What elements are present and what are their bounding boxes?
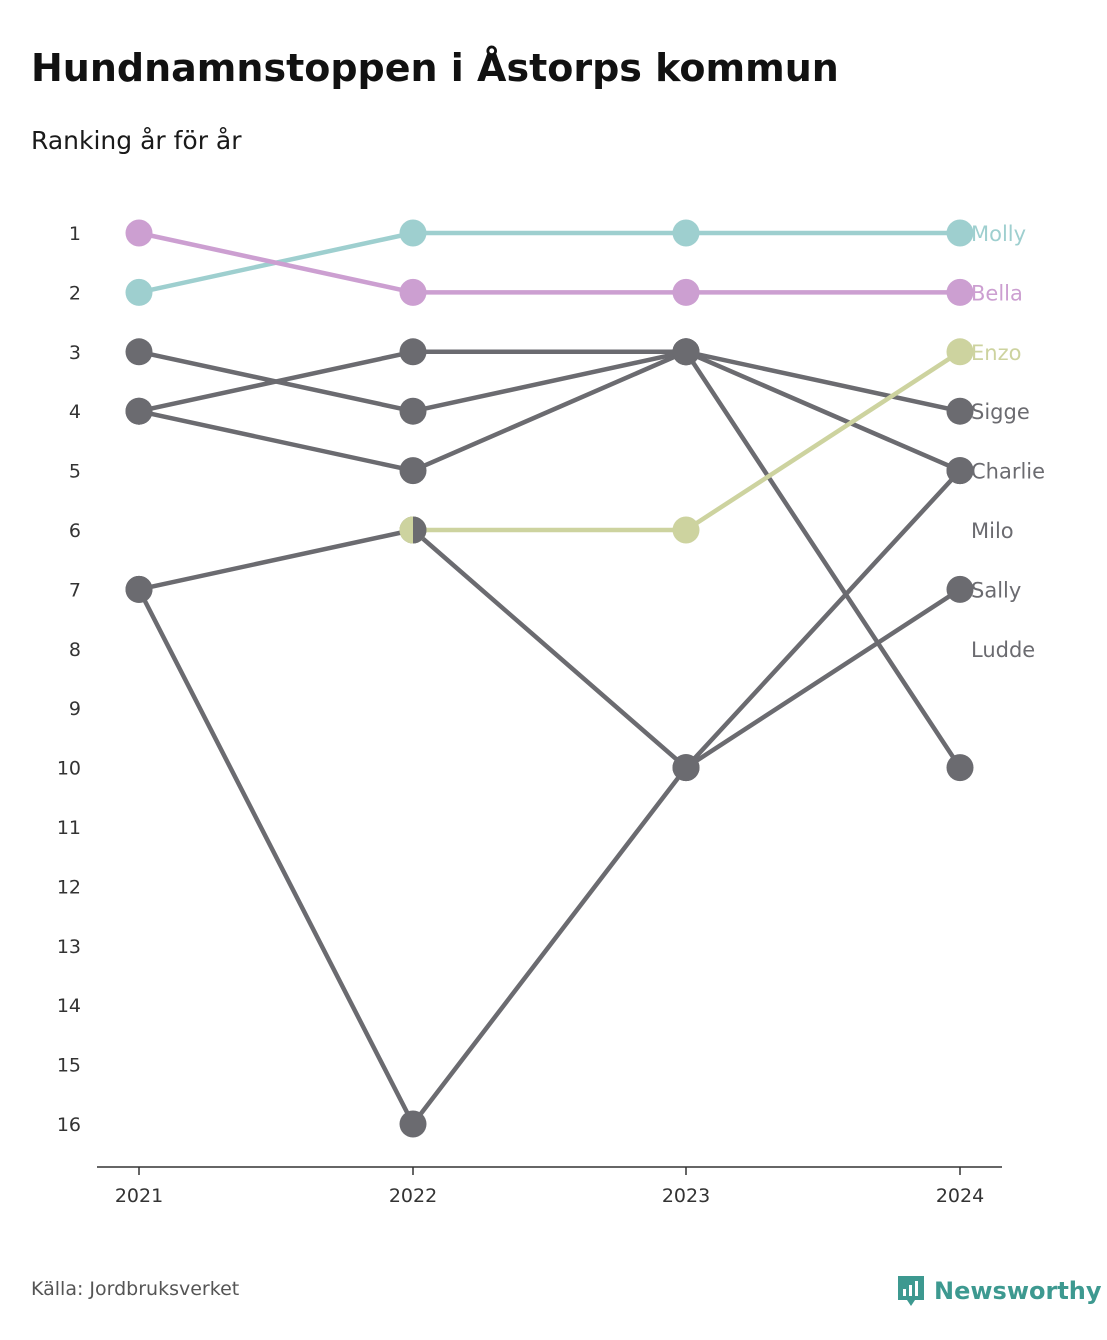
y-tick-label: 10 (57, 758, 81, 780)
point-overlap-half-gray (413, 516, 427, 544)
newsworthy-logo-icon (898, 1276, 924, 1306)
x-tick-label: 2021 (115, 1185, 163, 1207)
point-bella-2023 (672, 278, 700, 306)
y-tick-label: 11 (57, 817, 81, 839)
point-enzo-2023 (672, 516, 700, 544)
series-label-milo: Milo (971, 519, 1014, 543)
y-tick-label: 6 (69, 520, 81, 542)
point-ludde-2024 (946, 457, 974, 485)
y-tick-label: 13 (57, 936, 81, 958)
series-line-milo (136, 349, 963, 770)
x-tick-label: 2024 (936, 1185, 984, 1207)
point-ludde-2022 (399, 1110, 427, 1138)
series-points (125, 219, 974, 1138)
series-line-charlie (136, 349, 963, 473)
series-line-ludde (136, 468, 963, 1127)
point-ludde-2021 (125, 575, 153, 603)
chart-title: Hundnamnstoppen i Åstorps kommun (31, 46, 839, 90)
point-sigge-2024 (946, 397, 974, 425)
y-tick-label: 2 (69, 282, 81, 304)
series-line-sally (136, 527, 963, 770)
x-tick-label: 2022 (389, 1185, 437, 1207)
y-tick-label: 9 (69, 698, 81, 720)
point-molly-2023 (672, 219, 700, 247)
series-label-enzo: Enzo (971, 341, 1021, 365)
point-milo-2023 (672, 338, 700, 366)
point-milo-2024 (946, 754, 974, 782)
point-milo-2022 (399, 457, 427, 485)
brand-logo[interactable]: Newsworthy (896, 1274, 1102, 1308)
point-molly-2021 (125, 278, 153, 306)
point-ludde-2023 (672, 754, 700, 782)
series-line-enzo (410, 349, 963, 533)
point-bella-2022 (399, 278, 427, 306)
point-charlie-2022 (399, 338, 427, 366)
series-label-molly: Molly (971, 222, 1026, 246)
series-label-charlie: Charlie (971, 460, 1045, 484)
chart-subtitle: Ranking år för år (31, 126, 242, 155)
point-sigge-2021 (125, 338, 153, 366)
series-label-ludde: Ludde (971, 638, 1035, 662)
point-bella-2021 (125, 219, 153, 247)
y-tick-label: 4 (69, 401, 81, 423)
point-bella-2024 (946, 278, 974, 306)
point-milo-2021 (125, 397, 153, 425)
series-label-sigge: Sigge (971, 400, 1030, 424)
y-tick-label: 15 (57, 1055, 81, 1077)
point-overlap-half-enzo (399, 516, 413, 544)
point-molly-2022 (399, 219, 427, 247)
gray-series-lines (136, 349, 963, 1127)
series-line-bella (136, 230, 963, 295)
y-tick-label: 12 (57, 876, 81, 898)
point-molly-2024 (946, 219, 974, 247)
series-line-sigge (136, 349, 963, 414)
x-tick-label: 2023 (662, 1185, 710, 1207)
y-tick-label: 8 (69, 639, 81, 661)
y-tick-label: 14 (57, 995, 81, 1017)
brand-name: Newsworthy (934, 1277, 1102, 1305)
y-tick-label: 5 (69, 461, 81, 483)
point-sally-2024 (946, 575, 974, 603)
series-labels: Molly Bella Enzo Sigge Charlie Milo Sally Ludde (971, 222, 1045, 662)
y-tick-label: 16 (57, 1114, 81, 1136)
point-enzo-2024 (946, 338, 974, 366)
series-line-molly (136, 230, 963, 295)
y-tick-label: 7 (69, 579, 81, 601)
source-note: Källa: Jordbruksverket (31, 1278, 240, 1300)
y-tick-label: 1 (69, 223, 81, 245)
x-axis: 2021 2022 2023 2024 (97, 1166, 1002, 1207)
point-sigge-2022 (399, 397, 427, 425)
series-label-sally: Sally (971, 578, 1021, 602)
y-tick-label: 3 (69, 342, 81, 364)
series-label-bella: Bella (971, 281, 1023, 305)
